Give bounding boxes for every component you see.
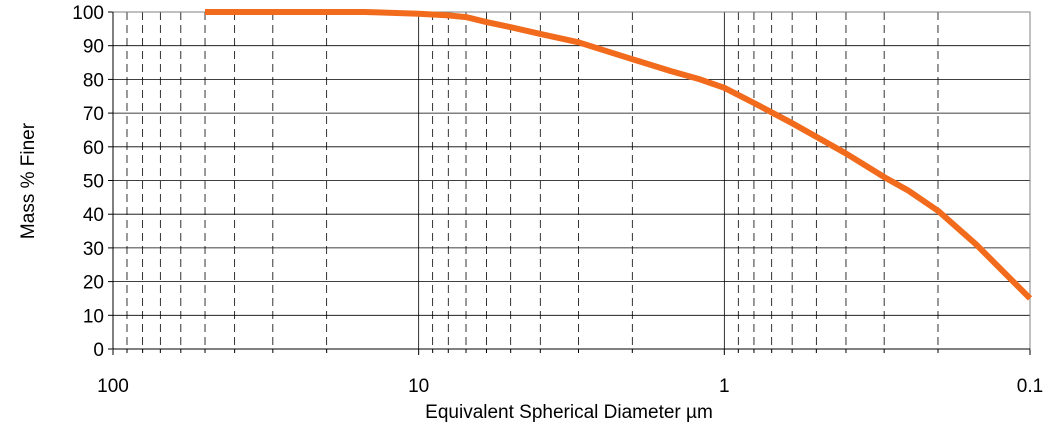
y-tick-label: 20 [83, 273, 104, 294]
y-tick-label: 30 [83, 239, 104, 260]
grid-layer [113, 11, 1030, 349]
series-line [205, 9, 1033, 301]
label-layer: 0 10 20 30 40 50 60 70 80 90 100 100 10 1 0.1 [72, 3, 1043, 397]
x-tick-label: 1 [719, 376, 730, 397]
y-tick-label: 60 [83, 138, 104, 159]
y-axis-title: Mass % Finer [18, 122, 39, 239]
x-tick-label: 100 [97, 376, 129, 397]
x-axis-title: Equivalent Spherical Diameter µm [425, 402, 713, 423]
x-tick-label: 10 [408, 376, 429, 397]
y-tick-label: 40 [83, 205, 104, 226]
y-tick-label: 10 [83, 306, 104, 327]
y-tick-label: 90 [83, 37, 104, 58]
y-tick-label: 0 [93, 340, 104, 361]
y-tick-label: 50 [83, 172, 104, 193]
tick-layer [108, 11, 1031, 355]
y-tick-label: 70 [83, 104, 104, 125]
series-layer [205, 9, 1033, 301]
y-tick-label: 80 [83, 70, 104, 91]
x-tick-label: 0.1 [1017, 376, 1043, 397]
y-tick-label: 100 [72, 3, 104, 24]
